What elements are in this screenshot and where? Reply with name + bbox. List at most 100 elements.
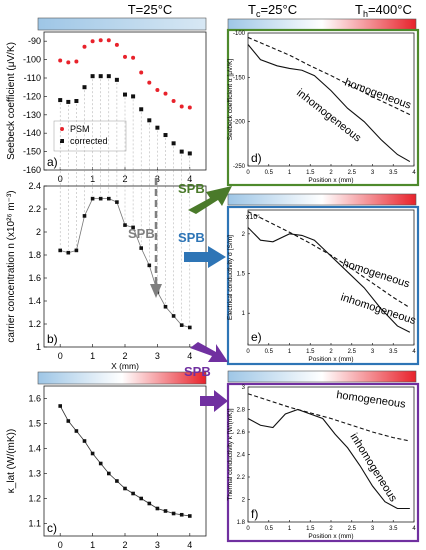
- data-point-psm: [187, 105, 192, 110]
- data-point-corrected: [155, 125, 160, 130]
- data-point-c: [66, 419, 71, 423]
- x-axis-label-e: Position x (mm): [308, 356, 353, 363]
- y-tick-label-b: 1.8: [28, 250, 41, 260]
- data-point-psm: [82, 44, 87, 49]
- data-point-c: [155, 506, 160, 511]
- data-point-b: [147, 263, 152, 268]
- y-tick-label-e: 1: [242, 311, 246, 317]
- x-tick-label-f: 4: [412, 526, 416, 532]
- data-point-psm: [139, 70, 144, 75]
- x-tick-label-d: 4: [412, 170, 416, 176]
- data-point-c: [139, 496, 143, 501]
- left-temperature-label: T=25°C: [128, 2, 173, 17]
- y-tick-label-c: 1.4: [28, 444, 41, 454]
- y-tick-label-a: -90: [28, 36, 41, 46]
- x-tick-label-d: 1.5: [306, 170, 315, 176]
- data-point-corrected: [82, 85, 87, 90]
- chart-f: 0 0.5 1 1.5 2 2.5 3 3.5 4 1.8 2 2.2 2.4 2.6 2.8 3 Therma…: [226, 382, 420, 543]
- cold-temperature-label: Tc=25°C: [248, 2, 297, 19]
- x-tick-label-f: 0.5: [265, 526, 274, 532]
- data-point-c: [163, 509, 168, 513]
- homogeneous-label-d: homogeneous: [343, 77, 413, 112]
- data-point-psm: [123, 54, 127, 59]
- series-line-inhomogeneous-e: [247, 227, 411, 333]
- data-point-corrected: [123, 92, 127, 97]
- x-tick-label-d: 1: [288, 170, 292, 176]
- data-point-corrected: [114, 77, 119, 82]
- x-tick-label-f: 3: [371, 526, 375, 532]
- spb-label-green: SPB: [178, 181, 205, 196]
- x-tick-label-e: 3.5: [389, 349, 398, 355]
- arrow-blue: [184, 246, 226, 268]
- y-tick-label-f: 1.8: [237, 520, 246, 526]
- data-point-corrected: [98, 74, 103, 79]
- chart-d: 0 0.5 1 1.5 2 2.5 3 3.5 4 -100 -150 -200 -250 Seebeck…: [226, 28, 420, 187]
- panel-label-b: b): [47, 332, 58, 346]
- hot-temperature-label: Th=400°C: [355, 2, 412, 19]
- chart-b: 0 1 2 3 4 1 1.2 1.4 1.6 1.8 2 2.2 2.4 carrier concent…: [6, 181, 207, 371]
- data-point-corrected: [74, 99, 79, 103]
- data-point-b: [58, 248, 62, 253]
- x-axis-label-d: Position x (mm): [308, 177, 353, 184]
- data-point-c: [123, 486, 127, 491]
- x-tick-label-e: 2.5: [348, 349, 357, 355]
- panel-frame-d: [226, 28, 420, 187]
- temperature-bar-c: [37, 371, 207, 385]
- x-tick-label-b: 3: [155, 351, 160, 361]
- y-tick-label-e: 2: [242, 232, 246, 238]
- x-tick-label-d: 2: [329, 170, 333, 176]
- data-point-corrected: [58, 98, 63, 103]
- y-axis-label-a: Seebeck coefficient (μV/K): [6, 42, 17, 160]
- x-tick-label-c: 2: [122, 540, 127, 550]
- y-tick-label-d: -100: [233, 31, 246, 37]
- y-tick-label-a: -110: [24, 73, 41, 83]
- y-tick-label-c: 1.2: [28, 494, 41, 504]
- y-axis-label-d: Seebeck coefficient α [μV/K]: [227, 59, 234, 141]
- data-point-corrected: [66, 99, 71, 104]
- y-tick-label-c: 1.5: [28, 419, 41, 429]
- x-tick-label-c: 3: [155, 540, 160, 550]
- data-point-corrected: [187, 151, 192, 156]
- series-line-c: [59, 405, 190, 517]
- data-point-psm: [147, 80, 152, 85]
- legend-marker-corrected: [60, 139, 64, 143]
- data-point-c: [179, 512, 184, 517]
- data-point-corrected: [171, 141, 176, 146]
- data-point-c: [115, 479, 119, 483]
- homogeneous-label-f: homogeneous: [336, 389, 407, 411]
- x-tick-label-e: 0: [246, 349, 250, 355]
- y-tick-label-c: 1.6: [28, 394, 41, 404]
- y-tick-label-a: -150: [23, 147, 41, 157]
- data-point-psm: [131, 55, 136, 60]
- data-point-psm: [98, 38, 103, 43]
- data-point-c: [82, 439, 87, 443]
- x-tick-label-d: 0: [246, 170, 250, 176]
- data-point-c: [171, 511, 176, 516]
- x-tick-label-a: 4: [187, 174, 192, 184]
- legend-box: [53, 120, 127, 152]
- x-axis-label-f: Position x (mm): [308, 533, 353, 540]
- y-tick-label-f: 2.4: [237, 453, 246, 459]
- data-point-psm: [106, 38, 111, 43]
- x-tick-label-f: 1: [288, 526, 292, 532]
- x-tick-label-b: 1: [90, 351, 95, 361]
- series-line-homogeneous-e: [247, 211, 411, 309]
- series-line-inhomogeneous-d: [247, 44, 411, 163]
- spb-gray-arrow-head: [150, 284, 162, 298]
- y-tick-label-f: 2.8: [237, 408, 246, 414]
- x-tick-label-d: 0.5: [265, 170, 274, 176]
- panel-label-f: f): [251, 507, 258, 521]
- x-tick-label-e: 3: [371, 349, 375, 355]
- data-point-corrected: [179, 149, 184, 154]
- y-tick-label-e: 1.5: [237, 272, 246, 278]
- data-point-b: [115, 200, 119, 204]
- data-point-b: [66, 250, 71, 255]
- data-point-b: [74, 248, 79, 253]
- data-point-b: [107, 196, 111, 201]
- y-tick-label-b: 2.4: [28, 181, 41, 191]
- data-point-corrected: [163, 133, 168, 138]
- panel-frame-e: [226, 205, 420, 366]
- inhomogeneous-label-e: inhomogeneous: [339, 291, 418, 327]
